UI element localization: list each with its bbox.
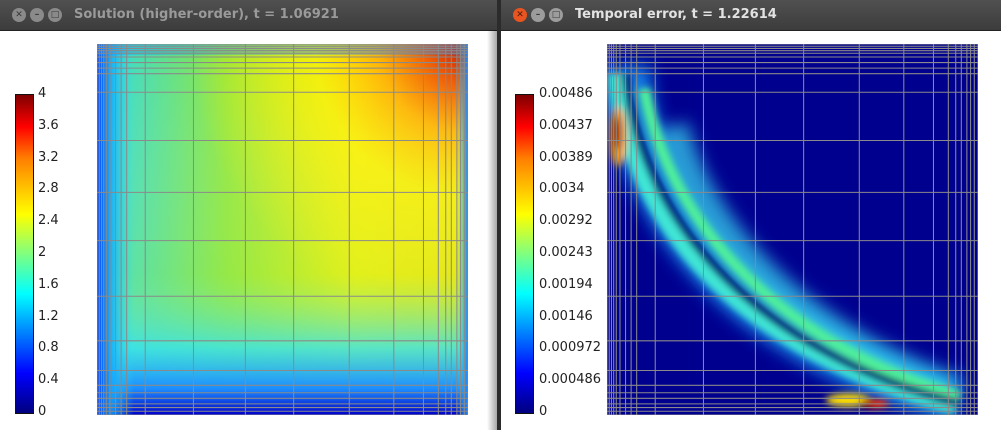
colorbar-tick-label: 0.00243 — [539, 245, 593, 260]
colorbar-tick-label: 0.000486 — [539, 372, 602, 388]
colorbar-tick-label: 0.00389 — [539, 149, 593, 165]
maximize-icon[interactable]: □ — [549, 8, 563, 22]
colorbar-ticks: 0.00486 0.00437 0.00389 0.0034 0.00292 0.0024… — [501, 0, 651, 430]
window-title: Solution (higher-order), t = 1.06921 — [74, 7, 339, 22]
close-icon[interactable]: ✕ — [12, 8, 26, 22]
titlebar[interactable]: ✕ – □ Temporal error, t = 1.22614 — [501, 0, 1001, 31]
colorbar-tick-label: 2 — [38, 245, 47, 260]
colorbar-tick-label: 0.00486 — [539, 86, 593, 101]
colorbar-tick-label: 1.6 — [38, 276, 59, 292]
minimize-icon[interactable]: – — [531, 8, 545, 22]
window-title: Temporal error, t = 1.22614 — [575, 7, 777, 22]
colorbar — [515, 94, 534, 414]
colorbar-tick-label: 0.0034 — [539, 181, 585, 197]
minimize-icon[interactable]: – — [30, 8, 44, 22]
close-icon[interactable]: ✕ — [513, 8, 527, 22]
colorbar-tick-label: 0.00194 — [539, 276, 593, 292]
colorbar-tick-label: 3.2 — [38, 149, 59, 165]
colorbar-ticks: 4 3.6 3.2 2.8 2.4 2 1.6 1.2 0.8 0.4 0 — [0, 0, 150, 430]
colorbar-tick-label: 4 — [38, 86, 47, 101]
colorbar-tick-label: 0.8 — [38, 340, 59, 356]
window-shadow — [487, 30, 497, 430]
mesh-grid — [607, 44, 978, 415]
colorbar-tick-label: 1.2 — [38, 308, 59, 324]
colorbar-tick-label: 0.00292 — [539, 213, 593, 229]
error-window: ✕ – □ Temporal error, t = 1.22614 0.0048… — [501, 0, 1001, 430]
colorbar-tick-label: 0 — [38, 404, 47, 419]
colorbar-tick-label: 2.4 — [38, 213, 59, 229]
colorbar-tick-label: 2.8 — [38, 181, 59, 197]
colorbar-tick-label: 0.00437 — [539, 117, 593, 133]
colorbar-tick-label: 0.4 — [38, 372, 59, 388]
colorbar-tick-label: 3.6 — [38, 117, 59, 133]
mesh-grid — [97, 44, 468, 415]
colorbar-tick-label: 0.000972 — [539, 340, 602, 356]
titlebar[interactable]: ✕ – □ Solution (higher-order), t = 1.069… — [0, 0, 497, 31]
temporal-error-plot[interactable] — [607, 44, 978, 415]
maximize-icon[interactable]: □ — [48, 8, 62, 22]
colorbar-tick-label: 0 — [539, 404, 548, 419]
solution-plot[interactable] — [97, 44, 468, 415]
colorbar-tick-label: 0.00146 — [539, 308, 593, 324]
colorbar — [15, 94, 34, 414]
solution-window: ✕ – □ Solution (higher-order), t = 1.069… — [0, 0, 497, 430]
